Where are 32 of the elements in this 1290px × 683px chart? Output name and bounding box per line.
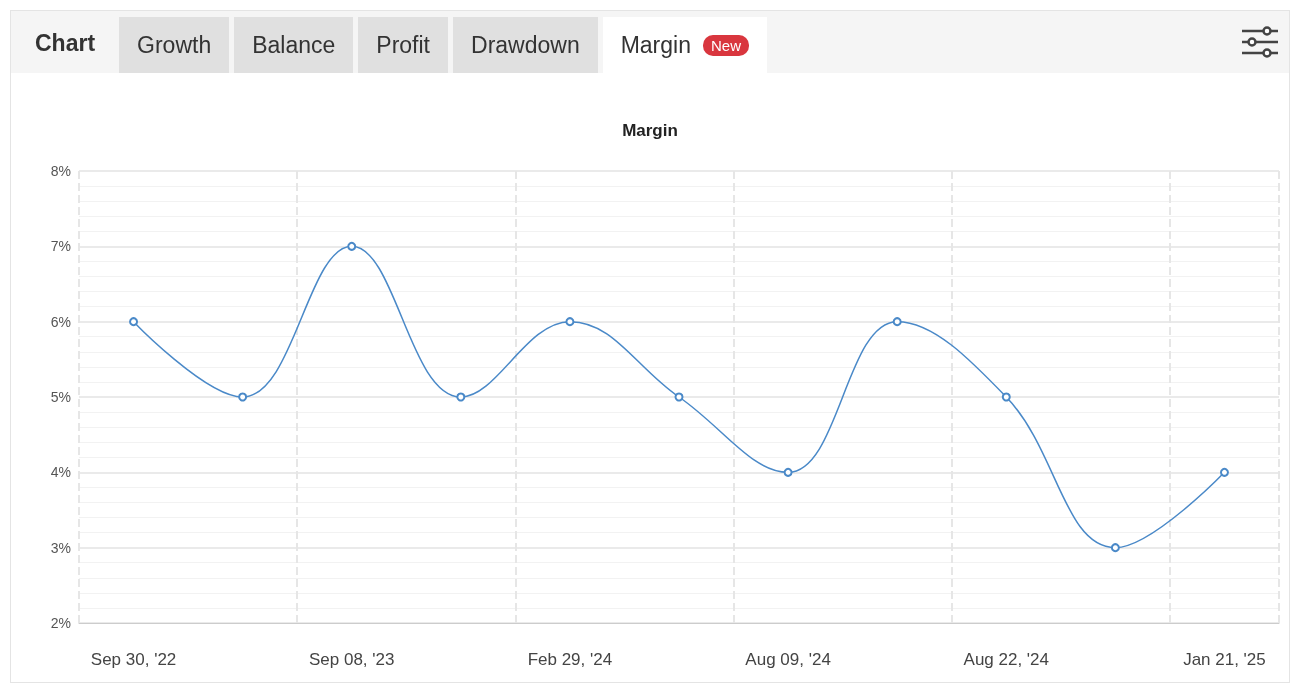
y-tick-label: 5% <box>50 389 71 405</box>
point <box>674 392 684 402</box>
text: New <box>702 34 749 56</box>
point <box>1001 392 1011 402</box>
text: Chart <box>34 30 97 58</box>
point <box>1110 543 1120 553</box>
text: Balance <box>234 17 354 73</box>
text: Profit <box>358 17 449 73</box>
point <box>129 317 139 327</box>
point <box>347 241 357 251</box>
x-tick-label: Aug 09, '24 <box>745 650 831 669</box>
point <box>565 317 575 327</box>
text: Drawdown <box>453 17 598 73</box>
y-tick-label: 3% <box>50 539 71 556</box>
y-tick-label: 8% <box>50 163 71 179</box>
x-tick-label: Feb 29, '24 <box>527 650 613 669</box>
point <box>238 392 248 402</box>
y-tick-label: 4% <box>50 464 71 481</box>
point <box>892 317 902 327</box>
x-tick-label: Jan 21, '25 <box>1183 650 1266 669</box>
x-tick-label: Sep 08, '23 <box>308 650 395 669</box>
point <box>783 467 793 477</box>
y-tick-label: 7% <box>50 238 71 255</box>
point <box>1219 467 1229 477</box>
x-tick-label: Sep 30, '22 <box>90 650 177 669</box>
text: Growth <box>119 17 230 73</box>
text: Margin <box>620 31 691 58</box>
point <box>456 392 466 402</box>
chart-title: Margin <box>622 121 678 140</box>
y-tick-label: 6% <box>50 313 71 330</box>
y-tick-label: 2% <box>50 615 71 631</box>
x-tick-label: Aug 22, '24 <box>963 650 1050 669</box>
